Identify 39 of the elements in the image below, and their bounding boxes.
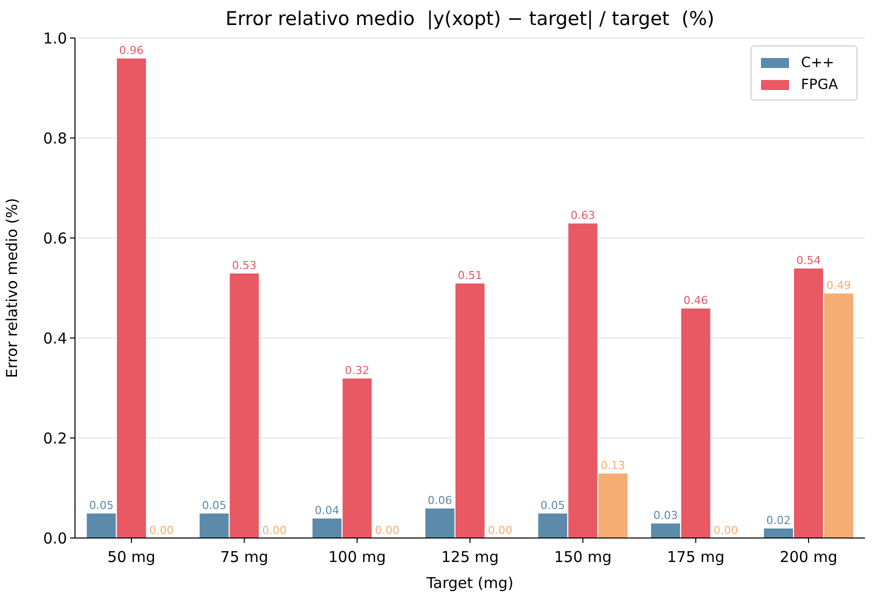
data-label: 0.00 [488,524,512,537]
y-tick-label: 0.8 [43,129,67,148]
y-tick-label: 0.2 [43,429,67,448]
legend-label: C++ [801,55,834,71]
data-label: 0.51 [458,269,482,282]
x-axis-title: Target (mg) [425,574,514,592]
x-tick-label: 200 mg [780,548,838,566]
data-label: 0.53 [232,259,257,272]
data-label: 0.96 [119,44,144,57]
data-label: 0.00 [149,524,174,537]
data-label: 0.00 [374,524,400,537]
data-label: 0.06 [428,494,452,507]
data-label: 0.13 [600,459,626,472]
legend-label: FPGA [801,77,838,93]
x-tick-label: 75 mg [220,548,268,566]
y-tick-label: 0.0 [43,529,67,548]
chart-title: Error relativo medio |y(xopt) − target| / target (%) [226,8,714,30]
data-label: 0.05 [89,499,114,512]
data-label: 0.54 [796,254,821,267]
data-label: 0.05 [540,499,566,512]
x-tick-label: 125 mg [441,548,499,566]
y-axis-title: Error relativo medio (%) [3,198,21,378]
data-label: 0.46 [683,294,708,307]
y-tick-label: 0.4 [43,329,67,348]
data-label: 0.02 [766,514,791,527]
data-label: 0.00 [262,524,287,537]
x-tick-label: 50 mg [107,548,156,566]
data-label: 0.04 [314,504,340,517]
data-label: 0.03 [653,509,678,522]
data-label: 0.32 [344,364,370,377]
x-tick-label: 100 mg [328,548,386,566]
data-label: 0.05 [202,499,226,512]
data-label: 0.49 [826,279,851,292]
data-label: 0.00 [714,524,738,537]
x-tick-label: 175 mg [666,548,724,566]
x-tick-label: 150 mg [554,548,612,566]
y-tick-label: 1.0 [43,29,67,48]
y-tick-label: 0.6 [43,229,67,248]
data-label: 0.63 [570,209,596,222]
